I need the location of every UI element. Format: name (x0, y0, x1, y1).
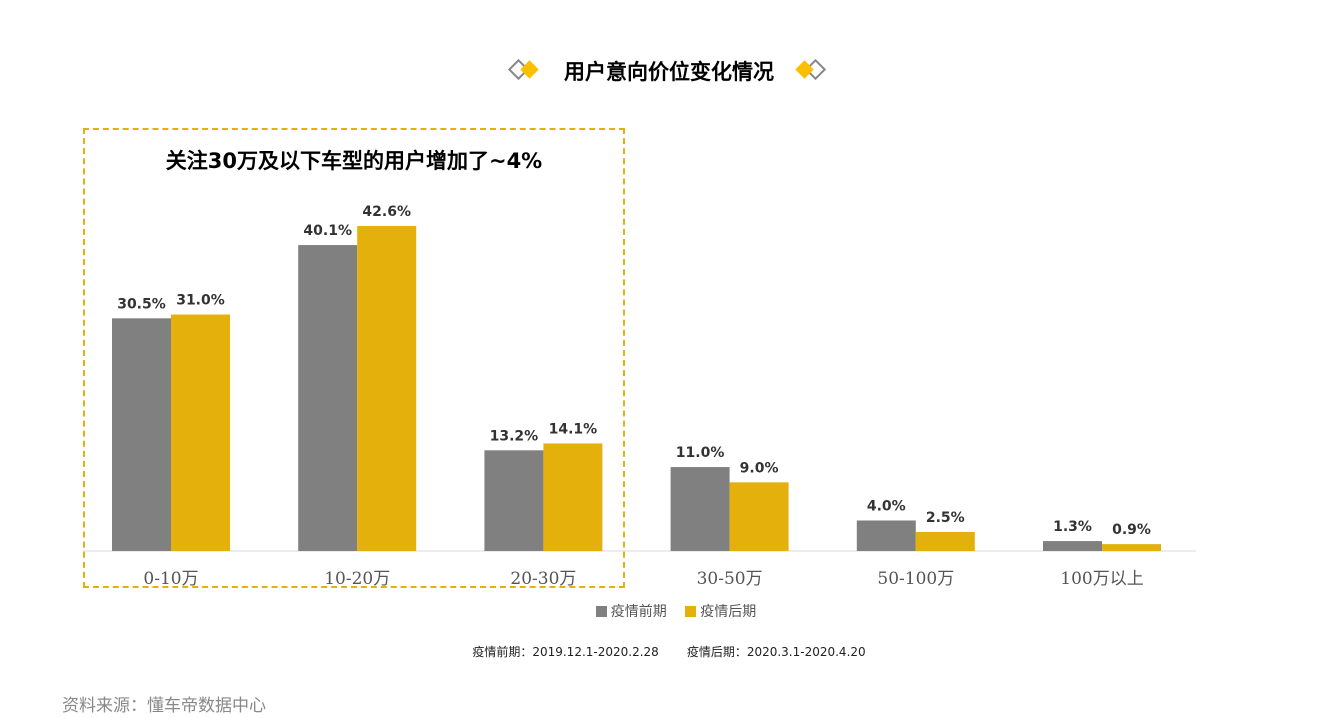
data-label: 11.0% (676, 445, 725, 461)
bar (670, 467, 730, 551)
bar (484, 450, 544, 551)
x-tick-label: 50-100万 (877, 569, 954, 589)
data-label: 31.0% (176, 292, 225, 308)
data-label: 2.5% (926, 510, 965, 526)
bar (298, 245, 358, 552)
period-after: 疫情后期：2020.3.1-2020.4.20 (686, 645, 866, 659)
data-label: 42.6% (362, 204, 411, 220)
chart-title: 用户意向价位变化情况 (0, 56, 1338, 86)
x-tick-label: 30-50万 (697, 569, 763, 589)
bar (729, 482, 789, 551)
bar (112, 318, 171, 551)
legend: 疫情前期 疫情后期 (0, 601, 1338, 621)
x-tick-label: 10-20万 (324, 569, 390, 589)
x-tick-label: 20-30万 (510, 569, 576, 589)
legend-swatch-after (685, 606, 697, 617)
data-label: 40.1% (303, 223, 352, 239)
diamond-decoration-icon (507, 58, 539, 81)
annotation: 关注30万及以下车型的用户增加了~4% (165, 149, 543, 173)
x-tick-label: 0-10万 (143, 569, 198, 589)
bar (543, 443, 603, 551)
diamond-decoration-icon (795, 58, 827, 81)
bar (357, 226, 417, 551)
bar (171, 314, 230, 551)
data-label: 30.5% (117, 296, 166, 312)
bar (856, 520, 916, 551)
period-before: 疫情前期：2019.12.1-2020.2.28 (472, 645, 659, 659)
bar (915, 531, 975, 551)
bar (1102, 544, 1161, 551)
highlight-box (83, 128, 625, 588)
data-label: 1.3% (1053, 519, 1092, 535)
data-label: 4.0% (867, 498, 906, 514)
data-label: 9.0% (740, 460, 779, 476)
title-text: 用户意向价位变化情况 (564, 60, 774, 84)
data-label: 14.1% (549, 421, 598, 437)
x-tick-label: 100万以上 (1060, 569, 1143, 589)
data-label: 0.9% (1112, 522, 1151, 538)
legend-swatch-before (595, 606, 607, 617)
period-note: 疫情前期：2019.12.1-2020.2.28 疫情后期：2020.3.1-20… (0, 643, 1338, 660)
data-label: 13.2% (490, 428, 539, 444)
bar (1043, 541, 1102, 551)
legend-label-before: 疫情前期 (610, 604, 667, 620)
source-note: 资料来源：懂车帝数据中心 (62, 696, 266, 716)
legend-label-after: 疫情后期 (700, 604, 757, 620)
